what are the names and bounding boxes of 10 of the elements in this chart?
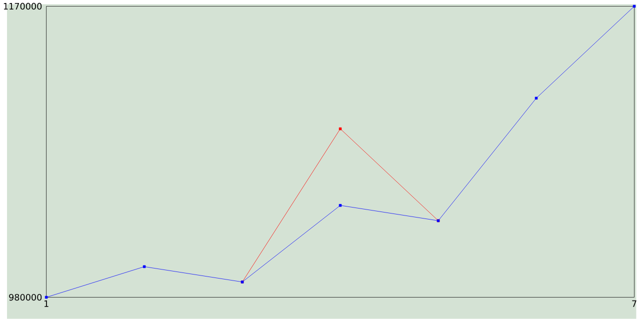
y-tick-label: 980000 [9, 294, 42, 301]
point [44, 296, 48, 299]
y-tick-label: 1170000 [4, 2, 42, 10]
x-tick-label: 7 [632, 300, 636, 307]
point [632, 4, 636, 8]
point [338, 204, 342, 207]
x-tick-label: 1 [44, 300, 48, 307]
point [142, 265, 146, 268]
point [338, 127, 342, 130]
point [534, 96, 538, 100]
